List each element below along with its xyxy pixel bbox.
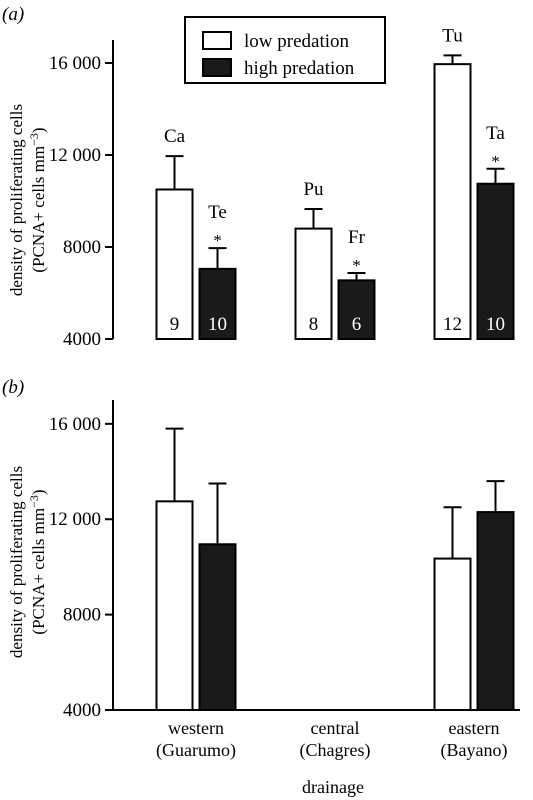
panel-b-bar-low bbox=[155, 500, 194, 711]
panel-a-bar-low bbox=[155, 188, 194, 340]
panel-b-bar-high bbox=[198, 543, 237, 711]
panel-b-bar-high bbox=[476, 511, 515, 711]
legend-swatch-high bbox=[202, 58, 232, 77]
panel-b-y-tick-label: 16 000 bbox=[49, 414, 101, 435]
panel-a-sample-size: 9 bbox=[170, 314, 180, 335]
panel-a-bar-low bbox=[433, 63, 472, 341]
panel-a-y-tick-label: 4000 bbox=[63, 329, 101, 350]
panel-a-bar-high bbox=[198, 267, 237, 341]
panel-a-site-label: Pu bbox=[303, 179, 324, 200]
panel-a-sample-size: 12 bbox=[443, 314, 462, 335]
panel-a-significance-star: * bbox=[352, 256, 361, 275]
panel-a-significance-star: * bbox=[491, 152, 500, 171]
panel-a-bar-high bbox=[337, 279, 376, 341]
panel-b-bar-low bbox=[433, 557, 472, 711]
legend-swatch-low bbox=[202, 31, 232, 50]
x-axis-title: drainage bbox=[302, 777, 364, 797]
panel-b-category-label: (Chagres) bbox=[300, 740, 371, 761]
panel-b-ylabel-units: (PCNA+ cells mm−3) bbox=[27, 489, 48, 634]
panel-a-site-label: Ca bbox=[164, 126, 186, 147]
panel-a-site-label: Ta bbox=[486, 123, 505, 144]
panel-a-site-label: Tu bbox=[442, 25, 463, 46]
chart-marks: 4000 8000 12 000 16 000 Ca 9 Pu 8 Tu 12 Te * 10 Fr * 6 T… bbox=[49, 25, 520, 761]
panel-a-ylabel-line1: density of proliferating cells bbox=[7, 104, 26, 296]
panel-a-sample-size: 10 bbox=[486, 314, 505, 335]
panel-a-ylabel-units: (PCNA+ cells mm−3) bbox=[27, 127, 48, 272]
legend-label-high: high predation bbox=[244, 58, 355, 79]
legend-label-low: low predation bbox=[244, 31, 350, 52]
panel-a-label: (a) bbox=[2, 4, 24, 25]
panel-b-category-label: (Guarumo) bbox=[156, 740, 236, 761]
panel-b-category-label: eastern bbox=[449, 718, 500, 738]
panel-a-y-tick-label: 16 000 bbox=[49, 53, 101, 74]
panel-b-y-tick-label: 4000 bbox=[63, 700, 101, 721]
panel-a-sample-size: 10 bbox=[208, 314, 227, 335]
panel-a-bar-high bbox=[476, 182, 515, 340]
legend: low predation high predation bbox=[184, 16, 386, 84]
panel-b-label: (b) bbox=[2, 377, 24, 398]
panel-a-sample-size: 8 bbox=[309, 314, 319, 335]
panel-a-ylabel: density of proliferating cells bbox=[7, 104, 26, 296]
panel-b-ylabel: density of proliferating cells bbox=[7, 466, 26, 658]
panel-b-ylabel-line1: density of proliferating cells bbox=[7, 466, 26, 658]
panel-a-y-tick-label: 8000 bbox=[63, 237, 101, 258]
panel-b-category-label: (Bayano) bbox=[441, 740, 508, 761]
panel-a-bar-low bbox=[294, 227, 333, 341]
panel-b-category-label: central bbox=[311, 718, 360, 738]
panel-b-y-tick-label: 8000 bbox=[63, 605, 101, 626]
panel-a-y-tick-label: 12 000 bbox=[49, 145, 101, 166]
panel-a-ylabel-line2: (PCNA+ cells mm−3) bbox=[27, 127, 48, 272]
panel-a-sample-size: 6 bbox=[352, 314, 362, 335]
panel-a-significance-star: * bbox=[213, 231, 222, 250]
panel-b-category-label: western bbox=[168, 718, 224, 738]
panel-b-y-tick-label: 12 000 bbox=[49, 509, 101, 530]
panel-a-site-label: Te bbox=[208, 202, 227, 223]
panel-a-site-label: Fr bbox=[348, 227, 366, 248]
panel-b-ylabel-line2: (PCNA+ cells mm−3) bbox=[27, 489, 48, 634]
